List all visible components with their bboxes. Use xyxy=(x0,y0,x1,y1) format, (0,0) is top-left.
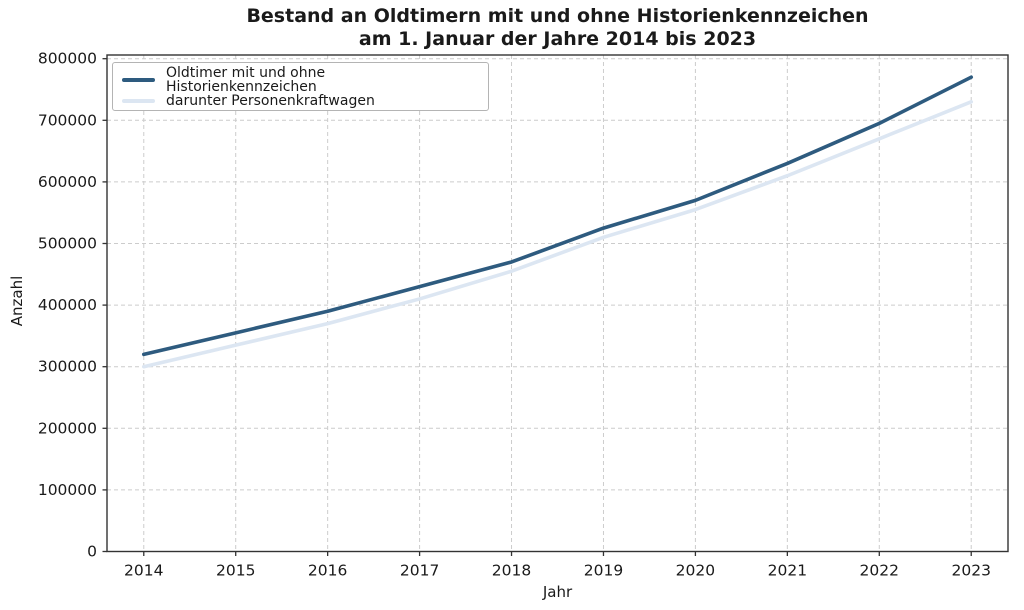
y-tick-label: 0 xyxy=(87,543,97,561)
gridlines xyxy=(107,55,1008,552)
x-tick-label: 2021 xyxy=(768,562,807,580)
y-tick-label: 400000 xyxy=(38,296,97,314)
series-line-0 xyxy=(141,75,974,357)
legend-swatch-oldtimer xyxy=(122,78,155,82)
x-tick-label: 2019 xyxy=(584,562,623,580)
y-tick-label: 100000 xyxy=(38,481,97,499)
y-tick-label: 700000 xyxy=(38,111,97,129)
legend-item-pkw: darunter Personenkraftwagen xyxy=(122,94,479,108)
x-tick-label: 2017 xyxy=(400,562,439,580)
y-tick-label: 500000 xyxy=(38,234,97,252)
x-axis-label: Jahr xyxy=(542,583,573,601)
x-tick-label: 2022 xyxy=(860,562,899,580)
y-tick-label: 300000 xyxy=(38,358,97,376)
series-line-1 xyxy=(141,100,974,369)
x-tick-label: 2023 xyxy=(951,562,990,580)
chart-title: Bestand an Oldtimern mit und ohne Histor… xyxy=(107,5,1008,51)
chart-title-line2: am 1. Januar der Jahre 2014 bis 2023 xyxy=(358,28,757,50)
plot-border xyxy=(106,54,1009,553)
tick-marks xyxy=(102,58,972,556)
x-tick-label: 2020 xyxy=(676,562,715,580)
x-tick-label: 2014 xyxy=(124,562,163,580)
x-tick-label: 2018 xyxy=(492,562,531,580)
y-tick-label: 600000 xyxy=(38,173,97,191)
tick-labels: 2014 2015 2016 2017 2018 2019 2020 2021 2022 2023… xyxy=(38,50,991,580)
legend-label-pkw: darunter Personenkraftwagen xyxy=(166,93,375,109)
legend-item-oldtimer: Oldtimer mit und ohne Historienkennzeich… xyxy=(122,66,479,94)
legend: Oldtimer mit und ohne Historienkennzeich… xyxy=(112,62,489,111)
x-tick-label: 2016 xyxy=(308,562,347,580)
chart-title-line1: Bestand an Oldtimern mit und ohne Histor… xyxy=(246,5,869,27)
x-tick-label: 2015 xyxy=(216,562,255,580)
y-tick-label: 800000 xyxy=(38,50,97,68)
y-tick-label: 200000 xyxy=(38,419,97,437)
y-axis-label: Anzahl xyxy=(8,275,26,327)
legend-label-oldtimer: Oldtimer mit und ohne Historienkennzeich… xyxy=(166,65,326,95)
legend-swatch-pkw xyxy=(122,99,155,103)
